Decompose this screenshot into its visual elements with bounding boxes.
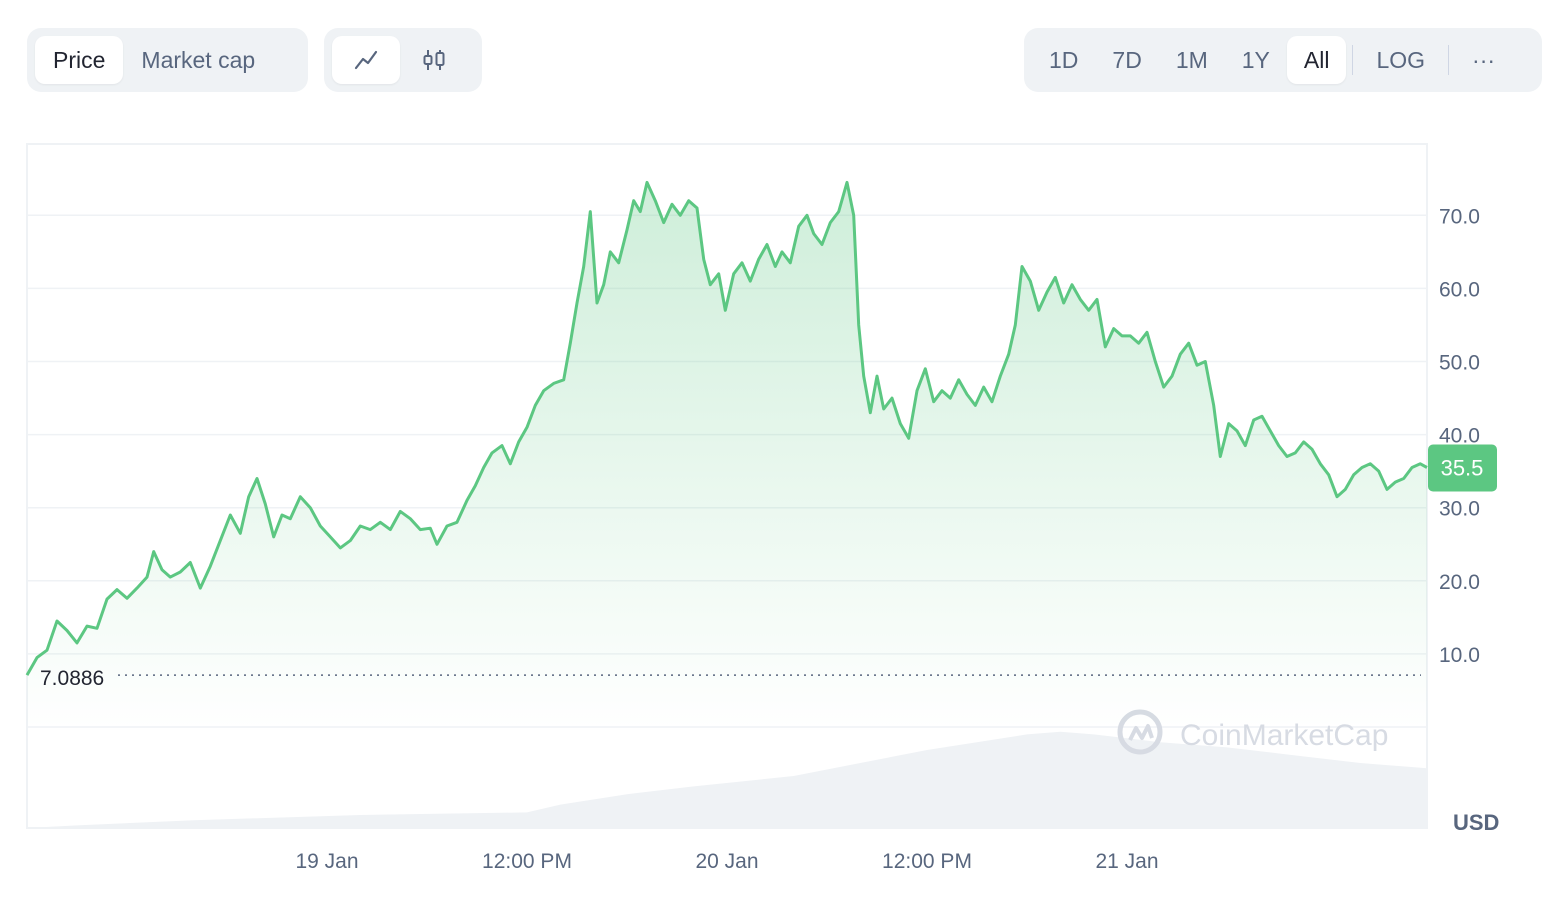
time-range-toggle: 1D 7D 1M 1Y All LOG ··· [1024, 28, 1542, 92]
open-price-line: 7.0886 [40, 667, 1421, 690]
x-tick-label: 19 Jan [295, 850, 358, 873]
price-series-line [25, 180, 1428, 676]
line-chart-icon [354, 50, 378, 70]
y-tick-label: 70.0 [1439, 205, 1480, 228]
price-line [25, 180, 1428, 676]
x-tick-label: 12:00 PM [882, 850, 972, 873]
volume-area [27, 731, 1427, 828]
chart-mode-toggle [324, 28, 482, 92]
x-tick-label: 20 Jan [695, 850, 758, 873]
candlestick-button[interactable] [400, 36, 468, 84]
y-tick-label: 50.0 [1439, 352, 1480, 375]
x-tick-label: 12:00 PM [482, 850, 572, 873]
range-7d-button[interactable]: 7D [1112, 46, 1142, 73]
y-tick-label: 30.0 [1439, 498, 1480, 521]
range-1d-button[interactable]: 1D [1049, 46, 1079, 73]
divider [1352, 45, 1354, 75]
y-tick-label: 20.0 [1439, 571, 1480, 594]
current-price-tag: 35.5 [1428, 444, 1497, 492]
y-tick-label: 10.0 [1439, 644, 1480, 667]
metric-toggle: Price Market cap [27, 28, 308, 92]
price-area-fill [27, 182, 1427, 728]
line-chart-button[interactable] [332, 36, 400, 84]
price-tab[interactable]: Price [35, 36, 124, 84]
y-axis: 10.0 20.0 30.0 40.0 50.0 60.0 70.0 [1439, 205, 1480, 667]
y-tick-label: 60.0 [1439, 278, 1480, 301]
range-1y-button[interactable]: 1Y [1241, 46, 1270, 73]
market-cap-tab[interactable]: Market cap [141, 46, 256, 73]
price-area [27, 182, 1427, 728]
currency-label: USD [1453, 810, 1499, 835]
x-axis: 19 Jan 12:00 PM 20 Jan 12:00 PM 21 Jan [295, 850, 1158, 873]
candlestick-icon [423, 50, 445, 70]
range-all-button[interactable]: All [1286, 36, 1347, 84]
log-scale-button[interactable]: LOG [1376, 46, 1426, 73]
y-tick-label: 40.0 [1439, 425, 1480, 448]
range-1m-button[interactable]: 1M [1175, 46, 1208, 73]
price-tag-value: 35.5 [1441, 455, 1484, 480]
open-price-label: 7.0886 [40, 667, 104, 690]
volume-shape [27, 731, 1427, 828]
price-tag-bg [1428, 444, 1497, 492]
more-options-button[interactable]: ··· [1472, 46, 1496, 73]
x-tick-label: 21 Jan [1095, 850, 1158, 873]
divider [1448, 45, 1450, 75]
